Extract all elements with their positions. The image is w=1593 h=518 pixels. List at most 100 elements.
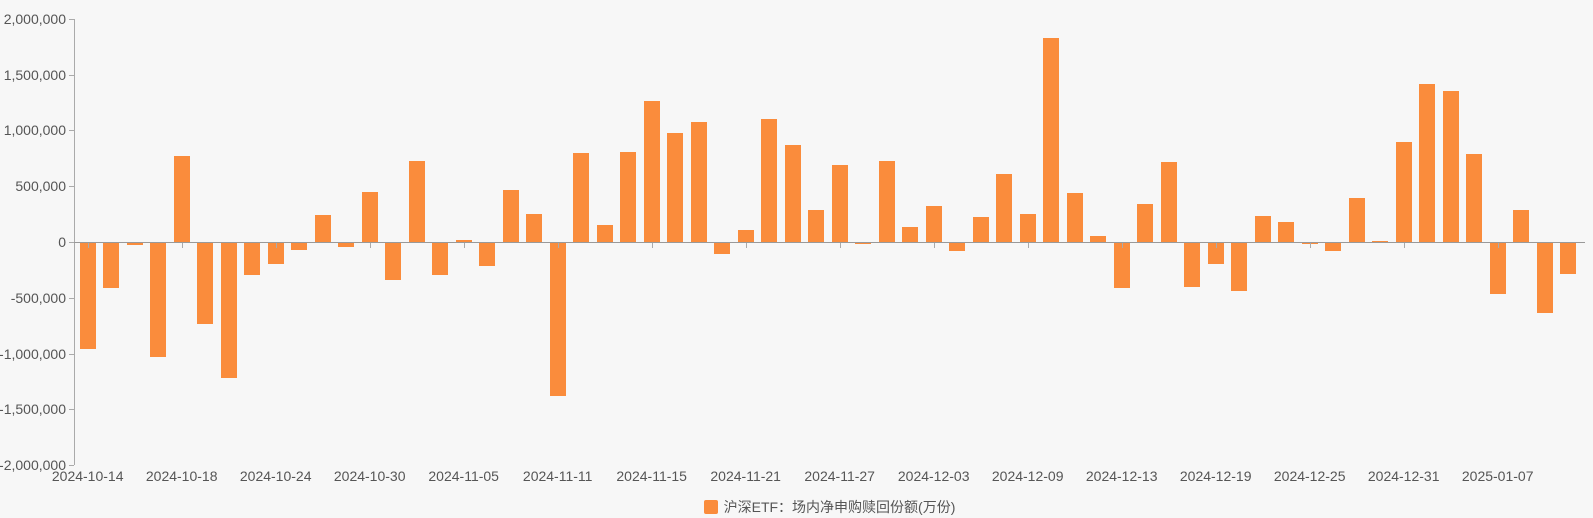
x-axis-tick (87, 243, 89, 248)
bar[interactable] (902, 227, 919, 242)
x-axis-label: 2024-10-30 (333, 468, 406, 484)
y-axis-tick (69, 130, 74, 132)
bar[interactable] (1536, 243, 1553, 314)
x-axis-label: 2024-12-13 (1085, 468, 1158, 484)
bar[interactable] (1207, 243, 1224, 265)
bar[interactable] (479, 243, 496, 267)
y-axis-label: 0 (58, 234, 66, 250)
bar[interactable] (408, 160, 425, 242)
bar[interactable] (1372, 240, 1389, 242)
bar[interactable] (667, 132, 684, 242)
y-axis-label: 500,000 (15, 178, 66, 195)
bar[interactable] (1513, 209, 1530, 242)
y-axis-tick (69, 465, 74, 467)
y-axis-tick (69, 18, 74, 20)
bar[interactable] (855, 243, 872, 245)
bar[interactable] (878, 160, 895, 242)
legend-item[interactable]: 沪深ETF：场内净申购赎回份额(万份) (74, 499, 1585, 515)
y-axis-label: -2,000,000 (0, 457, 66, 474)
x-axis-tick (1497, 243, 1499, 248)
bar[interactable] (714, 243, 731, 255)
bar[interactable] (1090, 236, 1107, 242)
y-axis-label: -1,000,000 (0, 345, 66, 362)
bar[interactable] (502, 189, 519, 242)
bar[interactable] (996, 173, 1013, 242)
bar[interactable] (620, 151, 637, 242)
x-axis-label: 2024-11-15 (616, 468, 687, 484)
bar[interactable] (291, 243, 308, 251)
bar[interactable] (972, 217, 989, 242)
bar[interactable] (1137, 204, 1154, 242)
bar[interactable] (244, 243, 261, 276)
y-axis-tick (69, 74, 74, 76)
bar[interactable] (1278, 221, 1295, 242)
bar[interactable] (526, 214, 543, 242)
bar[interactable] (79, 243, 96, 349)
x-axis-tick (557, 243, 559, 248)
x-axis-label: 2024-12-03 (897, 468, 970, 484)
bar[interactable] (573, 152, 590, 242)
bar[interactable] (949, 243, 966, 251)
bar[interactable] (784, 144, 801, 242)
x-axis-tick (369, 243, 371, 248)
y-axis-tick (69, 409, 74, 411)
y-axis-tick (69, 186, 74, 188)
x-axis-tick (181, 243, 183, 248)
bar[interactable] (173, 156, 190, 242)
x-axis-tick (463, 243, 465, 248)
x-axis-label: 2025-01-07 (1461, 468, 1534, 484)
legend-label: 沪深ETF：场内净申购赎回份额(万份) (723, 499, 956, 515)
x-axis-label: 2024-12-31 (1367, 468, 1440, 484)
bar[interactable] (1066, 192, 1083, 242)
bar[interactable] (737, 230, 754, 242)
x-axis-label: 2024-12-19 (1179, 468, 1252, 484)
x-axis-tick (1403, 243, 1405, 248)
bar[interactable] (643, 101, 660, 242)
x-axis-label: 2024-11-21 (710, 468, 781, 484)
bar[interactable] (1348, 198, 1365, 242)
bar[interactable] (385, 243, 402, 280)
bar[interactable] (690, 121, 707, 242)
bar[interactable] (432, 243, 449, 276)
bar[interactable] (1466, 153, 1483, 242)
bar[interactable] (831, 165, 848, 242)
bar[interactable] (1254, 216, 1271, 242)
bar[interactable] (220, 243, 237, 378)
x-axis-label: 2024-12-25 (1273, 468, 1346, 484)
bar[interactable] (1231, 243, 1248, 291)
bar[interactable] (267, 243, 284, 265)
bar[interactable] (1325, 243, 1342, 251)
bar[interactable] (1043, 37, 1060, 242)
bar[interactable] (126, 243, 143, 246)
x-axis-label: 2024-10-14 (51, 468, 124, 484)
bar[interactable] (1113, 243, 1130, 288)
y-axis-tick (69, 297, 74, 299)
x-axis-tick (1215, 243, 1217, 248)
bar[interactable] (808, 209, 825, 242)
bar[interactable] (197, 243, 214, 325)
bar[interactable] (1419, 83, 1436, 242)
bar[interactable] (338, 243, 355, 247)
bar[interactable] (925, 206, 942, 242)
x-axis-tick (839, 243, 841, 248)
x-axis-tick (651, 243, 653, 248)
bar[interactable] (1395, 141, 1412, 242)
bar[interactable] (455, 240, 472, 242)
x-axis-tick (275, 243, 277, 248)
bar[interactable] (361, 191, 378, 242)
y-axis-label: 1,500,000 (3, 66, 66, 83)
bar[interactable] (103, 243, 120, 288)
bar[interactable] (314, 215, 331, 242)
bar[interactable] (1442, 91, 1459, 242)
bar[interactable] (549, 243, 566, 396)
bar[interactable] (761, 119, 778, 242)
bar[interactable] (1489, 243, 1506, 295)
bar[interactable] (596, 225, 613, 242)
y-axis-tick (69, 242, 74, 243)
bar[interactable] (150, 243, 167, 357)
bar[interactable] (1019, 213, 1036, 242)
bar[interactable] (1184, 243, 1201, 287)
bar[interactable] (1160, 161, 1177, 242)
bar[interactable] (1560, 243, 1577, 275)
